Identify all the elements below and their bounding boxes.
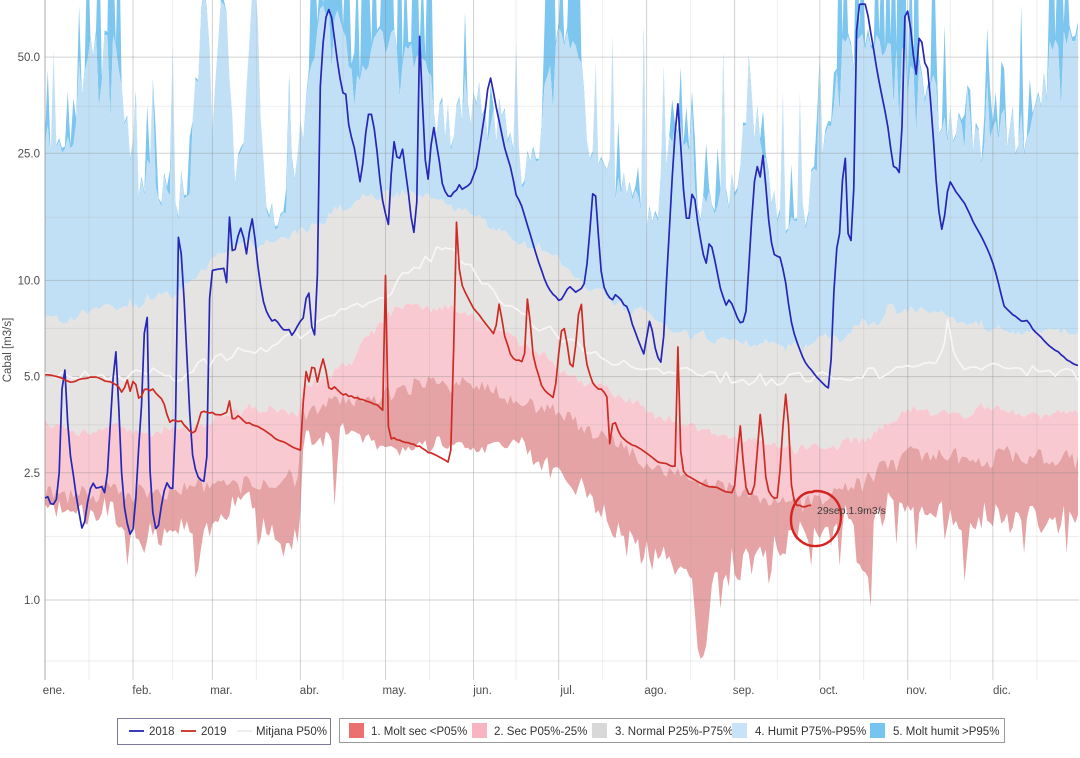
- svg-text:feb.: feb.: [132, 685, 151, 697]
- svg-text:2019: 2019: [201, 726, 227, 738]
- svg-text:2. Sec P05%-25%: 2. Sec P05%-25%: [494, 726, 587, 738]
- svg-text:abr.: abr.: [300, 685, 319, 697]
- svg-text:29sep.1.9m3/s: 29sep.1.9m3/s: [817, 505, 886, 517]
- svg-text:2018: 2018: [149, 726, 175, 738]
- svg-text:4. Humit P75%-P95%: 4. Humit P75%-P95%: [755, 726, 866, 738]
- svg-text:10.0: 10.0: [18, 275, 40, 287]
- svg-text:1.0: 1.0: [24, 595, 40, 607]
- svg-text:ene.: ene.: [43, 685, 65, 697]
- svg-text:Cabal [m3/s]: Cabal [m3/s]: [2, 318, 14, 383]
- svg-text:25.0: 25.0: [18, 148, 40, 160]
- svg-text:50.0: 50.0: [18, 52, 40, 64]
- svg-text:jul.: jul.: [559, 685, 575, 697]
- svg-text:3. Normal P25%-P75%: 3. Normal P25%-P75%: [615, 726, 733, 738]
- svg-text:ago.: ago.: [644, 685, 666, 697]
- svg-text:oct.: oct.: [820, 685, 839, 697]
- svg-text:may.: may.: [382, 685, 406, 697]
- svg-text:5.0: 5.0: [24, 372, 40, 384]
- svg-text:nov.: nov.: [906, 685, 927, 697]
- svg-text:mar.: mar.: [210, 685, 232, 697]
- svg-text:sep.: sep.: [733, 685, 755, 697]
- svg-text:5. Molt humit >P95%: 5. Molt humit >P95%: [893, 726, 999, 738]
- svg-text:Mitjana P50%: Mitjana P50%: [256, 726, 327, 738]
- svg-text:2.5: 2.5: [24, 468, 40, 480]
- svg-text:dic.: dic.: [993, 685, 1011, 697]
- svg-text:jun.: jun.: [472, 685, 492, 697]
- svg-text:1. Molt sec <P05%: 1. Molt sec <P05%: [371, 726, 467, 738]
